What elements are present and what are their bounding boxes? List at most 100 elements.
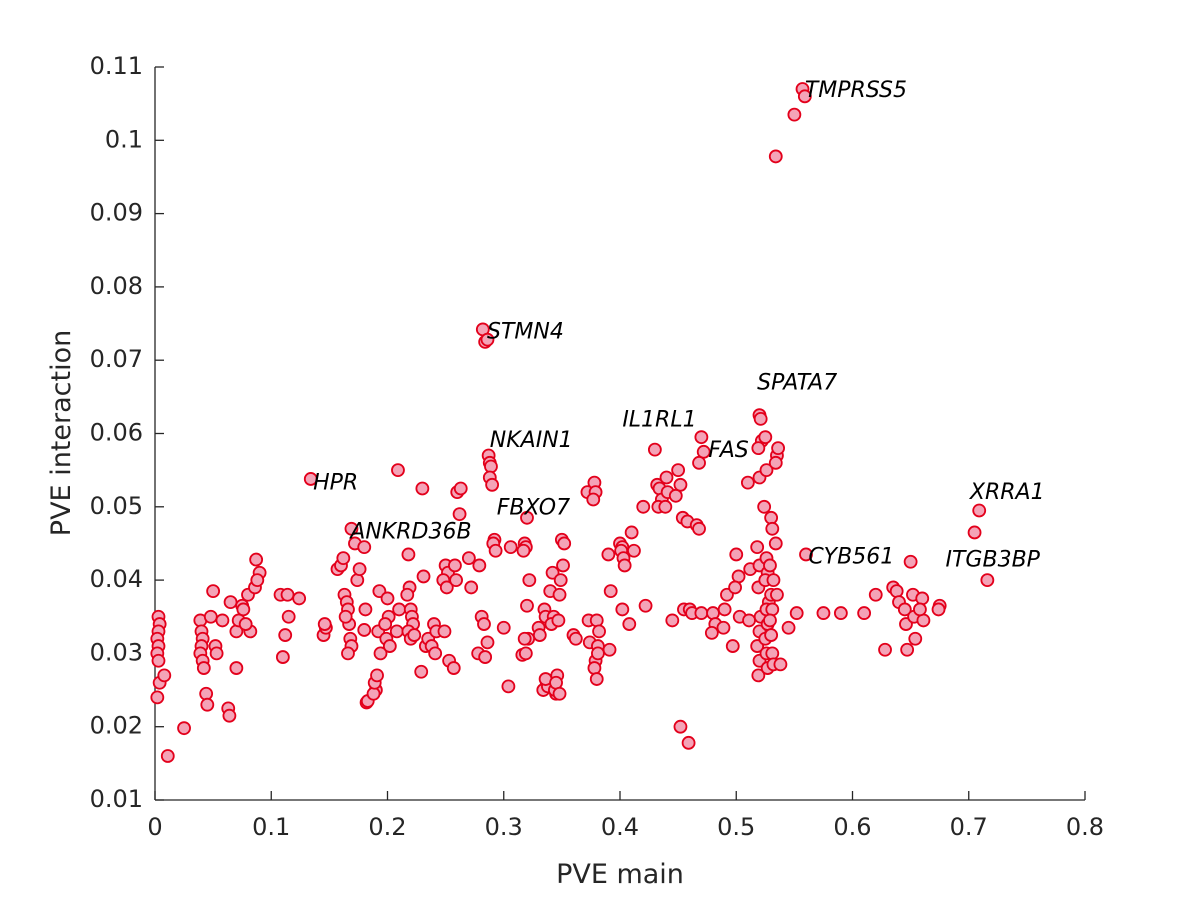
point — [742, 613, 756, 628]
annotation: SPATA7 — [757, 371, 837, 396]
point — [913, 602, 927, 617]
annotation: HPR — [313, 470, 358, 495]
point — [448, 558, 462, 573]
point — [461, 551, 476, 566]
annotation: CYB561 — [808, 544, 894, 569]
point — [280, 587, 295, 602]
y-tick-label: 0.01 — [90, 785, 143, 813]
point — [704, 625, 719, 640]
point — [370, 668, 384, 683]
point — [694, 430, 709, 445]
point — [781, 620, 796, 635]
point — [768, 149, 783, 164]
point — [665, 613, 680, 628]
point — [728, 580, 742, 595]
point — [352, 562, 367, 577]
point — [200, 697, 215, 712]
point — [729, 547, 744, 562]
point — [416, 569, 431, 584]
y-tick-label: 0.11 — [90, 52, 143, 80]
x-axis-label: PVE main — [556, 859, 684, 890]
point — [249, 552, 264, 567]
annotation: NKAIN1 — [490, 428, 573, 453]
point — [638, 598, 653, 613]
point — [358, 602, 373, 617]
point — [603, 584, 618, 598]
y-axis-label: PVE interaction — [46, 330, 77, 536]
point — [897, 602, 912, 617]
point — [238, 617, 253, 631]
point — [587, 661, 602, 675]
point — [401, 547, 416, 562]
y-tick-label: 0.04 — [90, 565, 143, 593]
point — [464, 580, 479, 595]
axes: 0 0.1 0.2 0.3 0.4 0.5 0.6 0.7 0.8 0.01 0.02 0.03 0.0… — [90, 52, 1105, 841]
point — [636, 499, 651, 514]
point — [439, 580, 454, 595]
point — [516, 543, 531, 558]
point — [350, 573, 365, 587]
point — [373, 646, 388, 661]
point — [624, 525, 639, 540]
point — [868, 587, 883, 602]
point — [229, 661, 244, 675]
point — [453, 481, 468, 496]
point — [589, 672, 604, 686]
point — [765, 602, 780, 617]
y-tick-label: 0.07 — [90, 345, 143, 373]
annotation: IL1RL1 — [622, 407, 696, 432]
point — [797, 89, 812, 104]
point — [591, 646, 605, 661]
point — [389, 624, 404, 639]
point — [751, 668, 766, 683]
point — [415, 481, 430, 496]
point — [250, 573, 265, 587]
y-tick-label: 0.06 — [90, 419, 143, 447]
point — [615, 602, 630, 617]
point — [196, 661, 211, 675]
point — [799, 547, 813, 562]
point — [671, 463, 686, 478]
point — [789, 606, 804, 620]
points — [150, 82, 995, 763]
point — [206, 584, 221, 598]
y-tick-label: 0.09 — [90, 199, 143, 227]
point — [668, 488, 683, 503]
point — [768, 455, 783, 470]
annotation: ANKRD36B — [348, 519, 471, 544]
point — [658, 499, 673, 514]
point — [787, 107, 802, 122]
annotation: ITGB3BP — [946, 547, 1041, 572]
annotations: TMPRSS5 STMN4 SPATA7 IL1RL1 NKAIN1 FAS HPR XRRA… — [313, 78, 1045, 572]
point — [816, 606, 831, 620]
point — [586, 492, 601, 507]
point — [520, 598, 534, 613]
point — [446, 661, 461, 675]
point — [157, 668, 172, 683]
point — [980, 573, 995, 587]
y-tick-label: 0.05 — [90, 492, 143, 520]
point — [758, 430, 773, 445]
annotation: FBXO7 — [497, 495, 570, 520]
point — [281, 609, 296, 624]
point — [449, 573, 463, 587]
point — [357, 540, 372, 555]
point — [452, 507, 467, 522]
point — [931, 602, 946, 617]
point — [552, 587, 567, 602]
point — [275, 650, 290, 664]
point — [725, 639, 740, 653]
y-tick-label: 0.03 — [90, 638, 143, 666]
point — [400, 587, 415, 602]
annotation: STMN4 — [487, 319, 564, 344]
point — [477, 617, 491, 631]
point — [889, 584, 904, 598]
point — [480, 332, 495, 347]
point — [428, 646, 443, 661]
point — [522, 573, 537, 587]
x-tick-label: 0 — [147, 813, 162, 841]
x-tick-label: 0.7 — [950, 813, 988, 841]
point — [622, 617, 637, 631]
